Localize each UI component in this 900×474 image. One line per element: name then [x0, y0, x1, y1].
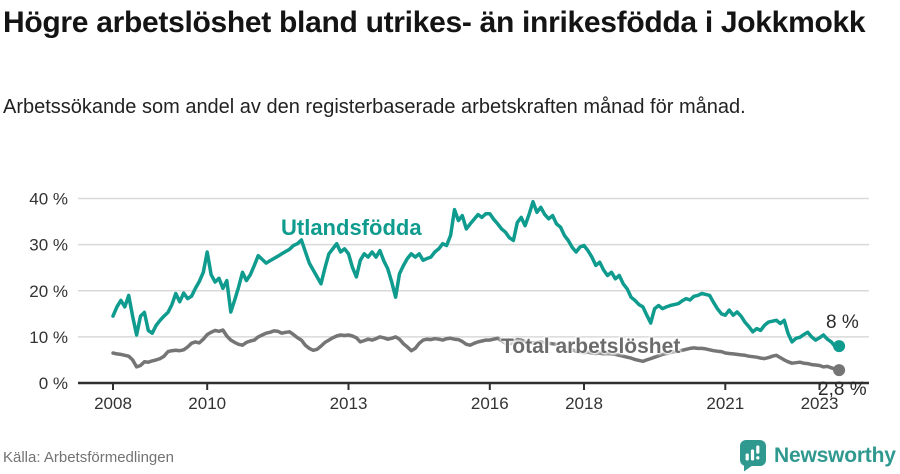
end-value-utlandsfodda: 8 %: [826, 312, 859, 333]
x-axis-ticks: [112, 383, 821, 390]
line-total-arbetsloshet: [111, 328, 841, 372]
y-tick-label-0: 0 %: [39, 374, 68, 393]
x-tick-label-2008: 2008: [94, 394, 132, 413]
end-value-total: 2,8 %: [818, 379, 867, 400]
x-tick-label-2021: 2021: [706, 394, 744, 413]
y-tick-label-40: 40 %: [29, 190, 68, 209]
x-axis-tick-labels: 2008 2010 2013 2016 2018 2021 2023: [94, 394, 838, 413]
line-utlandsfodda: [111, 199, 841, 349]
series-label-utlandsfodda: Utlandsfödda: [281, 215, 422, 240]
page-title: Högre arbetslöshet bland utrikes- än inr…: [3, 6, 866, 39]
x-tick-label-2013: 2013: [330, 394, 368, 413]
series-label-total-arbetsloshet: Total arbetslöshet: [501, 335, 681, 358]
y-axis-tick-labels: 0 % 10 % 20 % 30 % 40 %: [29, 190, 68, 394]
x-tick-label-2023: 2023: [801, 394, 839, 413]
newsworthy-logo: Newsworthy: [739, 440, 896, 472]
x-tick-label-2010: 2010: [188, 394, 226, 413]
x-tick-label-2016: 2016: [471, 394, 509, 413]
y-tick-label-20: 20 %: [29, 282, 68, 301]
newsworthy-icon: [740, 440, 766, 472]
page-subtitle: Arbetssökande som andel av den registerb…: [3, 96, 746, 118]
source-note: Källa: Arbetsförmedlingen: [3, 449, 174, 466]
newsworthy-wordmark: Newsworthy: [774, 444, 896, 467]
gridlines: [78, 197, 869, 338]
end-dot-utlandsfodda: [833, 340, 846, 353]
end-dot-total: [833, 364, 846, 377]
x-tick-label-2018: 2018: [565, 394, 603, 413]
y-tick-label-30: 30 %: [29, 236, 68, 255]
y-tick-label-10: 10 %: [29, 328, 68, 347]
